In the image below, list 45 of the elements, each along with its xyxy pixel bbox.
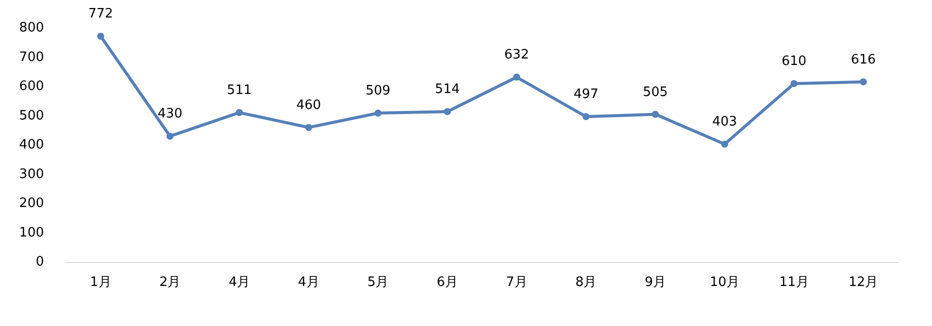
y-tick-label: 700 — [19, 50, 44, 65]
point — [97, 32, 104, 40]
point — [721, 140, 728, 148]
y-tick-label: 400 — [19, 138, 44, 152]
data-label: 460 — [296, 98, 322, 113]
point — [305, 124, 312, 131]
x-tick-label: 9月 — [644, 275, 666, 290]
data-label: 505 — [642, 84, 668, 100]
x-tick-label: 11月 — [779, 275, 809, 290]
x-tick-label: 7月 — [506, 275, 528, 290]
data-label: 514 — [434, 82, 460, 98]
data-label: 497 — [574, 87, 598, 102]
data-label: 509 — [366, 84, 390, 99]
y-tick-label: 100 — [19, 225, 44, 240]
point — [374, 110, 382, 117]
y-tick-label: 200 — [19, 196, 44, 211]
point — [860, 78, 867, 86]
point — [166, 132, 174, 140]
x-tick-label: 2月 — [159, 275, 181, 290]
x-tick-label: 5月 — [367, 275, 389, 290]
y-tick-label: 0 — [36, 254, 44, 270]
point — [790, 80, 798, 88]
point — [513, 74, 520, 81]
point — [444, 108, 451, 116]
y-tick-label: 800 — [19, 20, 44, 36]
y-tick-label: 500 — [19, 108, 44, 124]
x-tick-label: 6月 — [436, 275, 458, 290]
data-label: 632 — [504, 48, 530, 63]
point — [236, 109, 243, 116]
y-tick-label: 600 — [19, 79, 44, 94]
x-tick-label: 12月 — [848, 275, 878, 290]
point — [582, 113, 590, 120]
data-label: 430 — [158, 106, 182, 122]
data-label: 616 — [850, 52, 876, 68]
x-tick-label: 8月 — [575, 275, 597, 290]
point — [652, 110, 659, 118]
x-tick-label: 10月 — [710, 275, 740, 290]
x-tick-label: 4月 — [228, 275, 250, 290]
y-tick-label: 300 — [19, 166, 44, 182]
x-tick-label: 4月 — [298, 275, 320, 290]
x-tick-label: 1月 — [90, 275, 112, 290]
data-label: 403 — [712, 114, 738, 130]
data-label: 610 — [782, 54, 806, 70]
data-label: 511 — [226, 83, 252, 98]
data-label: 772 — [88, 6, 114, 22]
